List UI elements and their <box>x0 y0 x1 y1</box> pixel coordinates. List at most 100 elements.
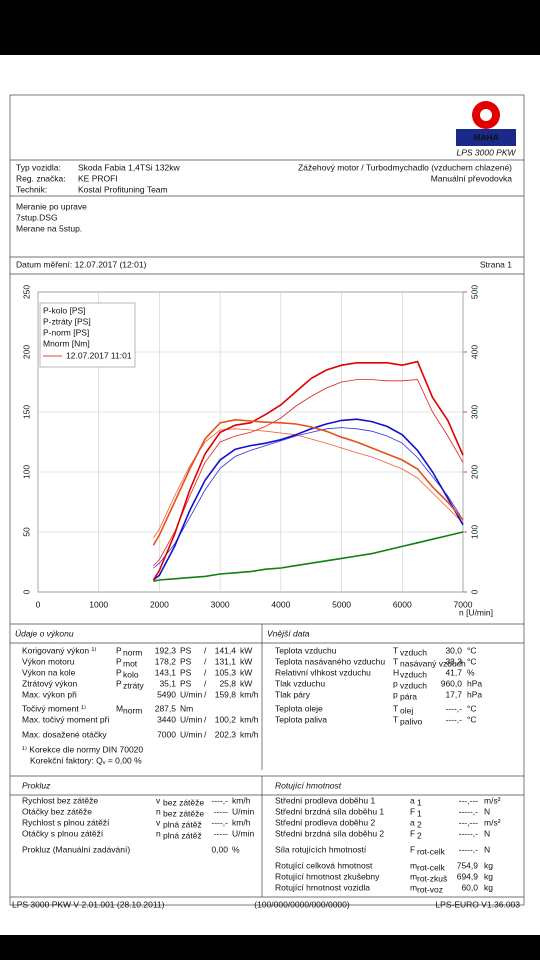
value: 178,2 <box>155 656 177 666</box>
symbol-sub: rot-celk <box>417 862 446 872</box>
unit: PS <box>180 678 192 688</box>
symbol: T <box>393 714 398 724</box>
symbol-sub: ztráty <box>123 680 145 690</box>
unit: m/s² <box>484 795 501 805</box>
unit: m/s² <box>484 817 501 827</box>
unit: °C <box>467 703 477 713</box>
row-label: Výkon motoru <box>22 656 75 666</box>
symbol: v <box>156 817 161 827</box>
symbol: m <box>410 871 417 881</box>
symbol-sub: rot-zkuš <box>417 873 447 883</box>
symbol: M <box>116 703 123 713</box>
row-label: Ztrátový výkon <box>22 678 78 688</box>
gearbox: Manuální převodovka <box>431 173 513 183</box>
value: 105,3 <box>215 667 237 677</box>
separator: / <box>204 729 207 739</box>
value: ----,- <box>211 817 228 827</box>
row-label: Rychlost bez zátěže <box>22 795 98 805</box>
value: ----,- <box>445 714 462 724</box>
product: LPS 3000 PKW <box>456 147 516 157</box>
y-tick-label: 100 <box>21 465 31 479</box>
x-axis-label: n [U/min] <box>459 607 493 617</box>
value: 33,3 <box>445 656 462 666</box>
value: 694,9 <box>457 871 479 881</box>
unit: kW <box>240 645 252 655</box>
series-line <box>152 418 464 581</box>
row-label: Max. točivý moment při <box>22 714 109 724</box>
symbol-sub: rot-voz <box>417 884 443 894</box>
symbol: F <box>410 828 415 838</box>
symbol-sub: vzduch <box>400 680 427 690</box>
unit: hPa <box>467 689 482 699</box>
row-label: Max. výkon při <box>22 689 77 699</box>
value: 3440 <box>157 714 176 724</box>
section-title: Prokluz <box>22 780 51 790</box>
unit: km/h <box>232 795 251 805</box>
unit: U/min <box>232 828 254 838</box>
section-title: Údaje o výkonu <box>15 628 74 638</box>
symbol: P <box>116 645 122 655</box>
row-label: Korigovaný výkon ¹⁾ <box>22 645 96 655</box>
symbol: p <box>393 689 398 699</box>
series-line <box>152 360 464 581</box>
symbol-sub: 1 <box>417 797 422 807</box>
symbol: P <box>116 656 122 666</box>
field-label: Typ vozidla: <box>16 162 61 172</box>
row-label: Rotující celková hmotnost <box>275 860 373 870</box>
unit: hPa <box>467 678 482 688</box>
unit: N <box>484 844 490 854</box>
symbol: H <box>393 667 399 677</box>
row-label: Otáčky bez zátěže <box>22 806 92 816</box>
field-label: Reg. značka: <box>16 173 66 183</box>
symbol-sub: norm <box>123 647 142 657</box>
unit: U/min <box>180 689 202 699</box>
row-label: Rychlost s plnou zátěží <box>22 817 110 827</box>
x-tick-label: 0 <box>36 599 41 609</box>
value: ----,- <box>445 703 462 713</box>
value: -----,- <box>459 828 479 838</box>
unit: Nm <box>180 703 193 713</box>
row-label: Tlak páry <box>275 689 311 699</box>
value: 0,00 <box>211 844 228 854</box>
row-label: Střední prodleva doběhu 2 <box>275 817 375 827</box>
symbol-sub: pára <box>400 691 417 701</box>
symbol-sub: 1 <box>417 808 422 818</box>
value: 192,3 <box>155 645 177 655</box>
y2-tick-label: 400 <box>469 345 479 359</box>
y-tick-label: 150 <box>21 405 31 419</box>
separator: / <box>204 689 207 699</box>
legend-label: 12.07.2017 11:01 <box>66 350 132 360</box>
symbol: m <box>410 882 417 892</box>
y2-tick-label: 500 <box>469 285 479 299</box>
unit: N <box>484 806 490 816</box>
separator: / <box>204 714 207 724</box>
note: 7stup.DSG <box>16 212 58 222</box>
symbol: v <box>156 795 161 805</box>
unit: % <box>232 844 240 854</box>
symbol: T <box>393 703 398 713</box>
value: ----- <box>214 806 228 816</box>
legend-label: Mnorm [Nm] <box>43 338 90 348</box>
symbol-sub: vzduch <box>400 647 427 657</box>
x-tick-label: 6000 <box>393 599 412 609</box>
paper <box>0 55 540 935</box>
page-number: Strana 1 <box>480 259 512 269</box>
row-label: Rotující hmotnost zkušebny <box>275 871 380 881</box>
symbol: F <box>410 844 415 854</box>
field-value: Kostal Profituning Team <box>78 184 168 194</box>
field-value: KE PROFI <box>78 173 118 183</box>
row-label: Teplota vzduchu <box>275 645 337 655</box>
x-tick-label: 4000 <box>271 599 290 609</box>
unit: U/min <box>180 714 202 724</box>
unit: kW <box>240 678 252 688</box>
x-tick-label: 5000 <box>332 599 351 609</box>
symbol-sub: norm <box>123 705 142 715</box>
legend-label: P-ztráty [PS] <box>43 316 91 326</box>
value: 7000 <box>157 729 176 739</box>
row-label: Relativní vlhkost vzduchu <box>275 667 371 677</box>
y2-tick-label: 300 <box>469 405 479 419</box>
unit: km/h <box>240 714 259 724</box>
series-line <box>153 427 464 569</box>
